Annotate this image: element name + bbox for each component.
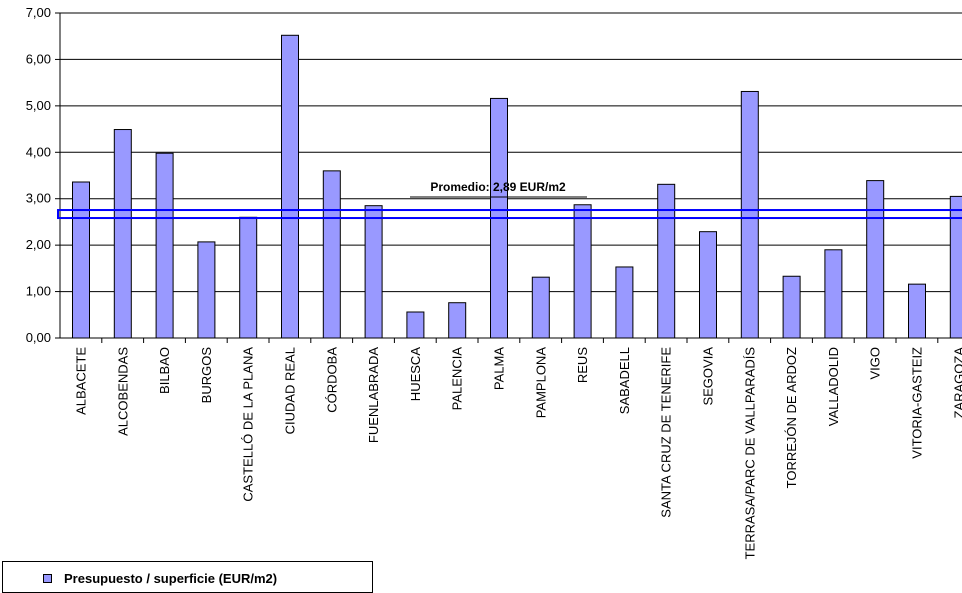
x-tick-labels: ALBACETE ALCOBENDAS BILBAO BURGOS CASTELLÓ D…: [74, 347, 962, 560]
x-tick-label: CASTELLÓ DE LA PLANA: [241, 347, 256, 502]
y-tick-label: 5,00: [26, 98, 51, 113]
bar: [406, 311, 425, 339]
x-tick-label: SANTA CRUZ DE TENERIFE: [659, 347, 674, 518]
y-tick-label: 4,00: [26, 144, 51, 159]
x-tick-label: PALMA: [492, 347, 507, 390]
bar: [281, 34, 299, 339]
x-tick-label: REUS: [575, 347, 590, 383]
y-tick-label: 2,00: [26, 237, 51, 252]
x-tick-label: VALLADOLID: [826, 347, 841, 426]
y-tick-label: 7,00: [26, 5, 51, 20]
y-tick-label: 3,00: [26, 191, 51, 206]
x-tick-label: PAMPLONA: [533, 347, 548, 419]
average-line-group: Promedio: 2,89 EUR/m2: [57, 180, 962, 220]
bar: [113, 129, 132, 339]
bar: [72, 181, 90, 339]
x-tick-label: ZARAGOZA: [951, 347, 962, 419]
legend-swatch: [43, 574, 52, 583]
y-tick-label: 6,00: [26, 51, 51, 66]
x-tick-label: VIGO: [868, 347, 883, 380]
x-tick-label: CIUDAD REAL: [283, 347, 298, 434]
x-tick-label: SEGOVIA: [701, 347, 716, 406]
average-line: [57, 209, 962, 220]
bar: [364, 205, 383, 339]
bar: [239, 216, 258, 339]
bar: [908, 283, 926, 339]
x-tick-label: FUENLABRADA: [366, 347, 381, 443]
x-tick-label: CÓRDOBA: [324, 347, 339, 413]
y-tick-label: 1,00: [26, 284, 51, 299]
bar: [657, 183, 676, 339]
bars: [72, 34, 962, 339]
y-tick-label: 0,00: [26, 330, 51, 345]
bar: [782, 275, 801, 339]
x-tick-label: BURGOS: [199, 347, 214, 404]
bar: [573, 204, 592, 339]
bar: [155, 152, 174, 339]
bar: [448, 302, 467, 339]
y-tick-labels: 0,00 1,00 2,00 3,00 4,00 5,00 6,00 7,00: [26, 5, 51, 345]
axes: [55, 12, 962, 343]
bar: [740, 90, 759, 339]
x-tick-label: TORREJÓN DE ARDOZ: [784, 347, 799, 488]
x-tick-label: BILBAO: [157, 347, 172, 394]
bar: [824, 249, 843, 339]
legend: Presupuesto / superficie (EUR/m2): [2, 561, 373, 593]
x-tick-label: TERRASA/PARC DE VALLPARADÍS: [742, 347, 757, 560]
bar: [531, 276, 550, 339]
x-tick-label: HUESCA: [408, 347, 423, 402]
x-tick-label: SABADELL: [617, 347, 632, 414]
bar: [322, 170, 341, 339]
bar: [699, 231, 717, 339]
bar: [866, 180, 885, 339]
bar: [615, 266, 634, 339]
bar: [197, 241, 216, 339]
x-tick-label: ALBACETE: [74, 347, 89, 415]
legend-label: Presupuesto / superficie (EUR/m2): [64, 571, 278, 586]
average-label: Promedio: 2,89 EUR/m2: [430, 180, 566, 194]
x-tick-label: PALENCIA: [450, 347, 465, 411]
x-tick-label: ALCOBENDAS: [115, 347, 130, 436]
x-tick-label: VITORIA-GASTEIZ: [910, 347, 925, 459]
